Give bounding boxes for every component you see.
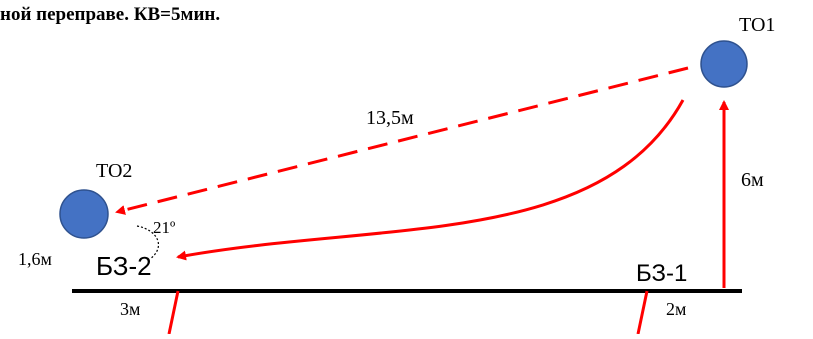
diagonal-length-label: 13,5м xyxy=(366,107,414,129)
to1-circle xyxy=(700,40,748,88)
bz1-label: БЗ-1 xyxy=(636,260,688,287)
page-heading: ной переправе. КВ=5мин. xyxy=(0,4,221,25)
to2-offset-label: 1,6м xyxy=(18,249,52,269)
bz2-tick xyxy=(167,290,180,335)
vertical-length-label: 6м xyxy=(741,169,764,191)
to2-circle xyxy=(59,189,109,239)
angle-label: 21º xyxy=(153,218,176,237)
to1-label: ТО1 xyxy=(739,14,776,36)
to2-label: ТО2 xyxy=(96,160,133,182)
curved-arrow xyxy=(176,99,685,261)
dashed-arrow xyxy=(115,66,689,215)
bz1-tick xyxy=(636,290,649,335)
angle-arc xyxy=(136,225,160,260)
bz1-width-label: 2м xyxy=(666,299,687,319)
bz2-width-label: 3м xyxy=(120,299,141,319)
bz2-label: БЗ-2 xyxy=(96,251,152,281)
